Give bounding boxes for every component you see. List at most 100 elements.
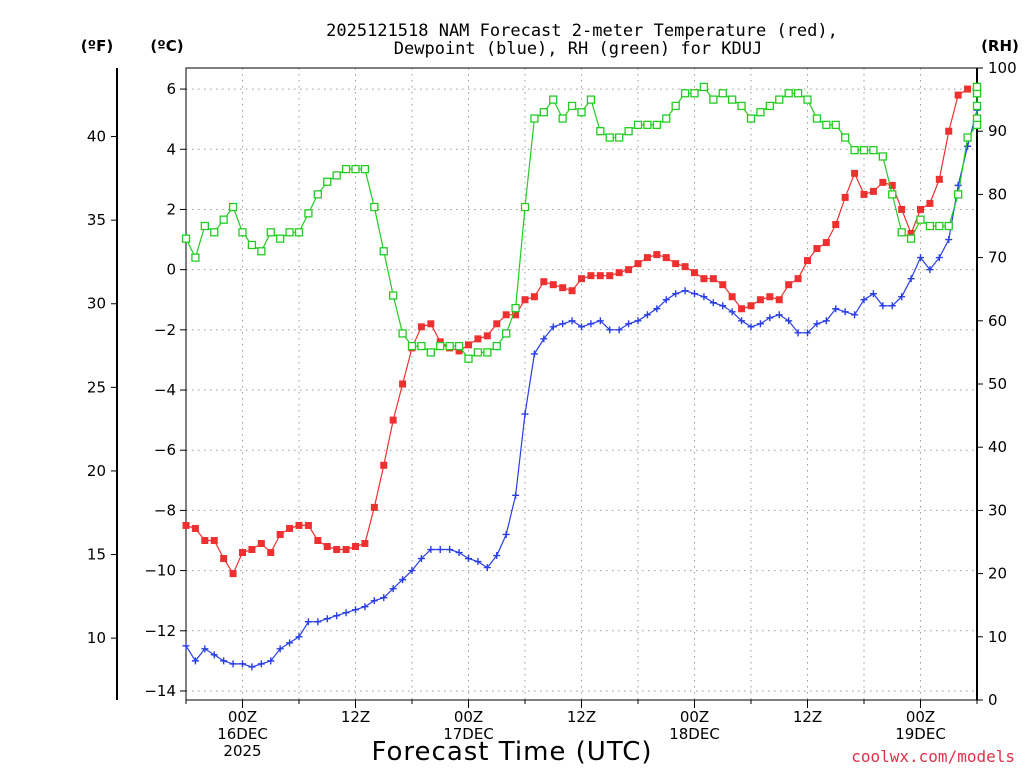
data-point xyxy=(662,254,670,262)
data-point xyxy=(342,609,350,617)
data-point xyxy=(286,639,294,647)
data-point xyxy=(333,612,341,620)
data-point xyxy=(822,317,830,325)
data-point xyxy=(897,228,906,237)
data-point xyxy=(578,323,585,331)
data-point xyxy=(530,293,538,301)
data-point xyxy=(784,89,793,98)
x-tick-label: 12Z xyxy=(793,708,822,726)
data-point xyxy=(559,284,567,292)
data-point xyxy=(313,190,322,199)
data-point xyxy=(681,287,689,295)
data-point xyxy=(935,254,943,262)
data-point xyxy=(945,127,953,135)
data-point xyxy=(210,651,218,659)
celsius-tick-label: −8 xyxy=(154,501,176,519)
data-series xyxy=(181,82,982,671)
data-point xyxy=(266,228,275,237)
data-point xyxy=(181,234,191,243)
celsius-tick-label: 4 xyxy=(166,140,176,158)
data-point xyxy=(672,260,680,268)
data-point xyxy=(521,410,529,418)
plot-frame xyxy=(185,67,978,701)
data-point xyxy=(483,348,492,357)
series-rh xyxy=(181,82,982,363)
rh-unit-label: (RH) xyxy=(981,37,1019,55)
data-point xyxy=(926,266,934,274)
data-point xyxy=(794,329,802,337)
data-point xyxy=(615,326,623,334)
rh-tick-label: 40 xyxy=(988,438,1007,456)
data-point xyxy=(539,108,548,117)
data-point xyxy=(586,95,596,104)
data-point xyxy=(191,657,199,665)
data-point xyxy=(700,275,708,283)
data-point xyxy=(483,564,491,572)
data-point xyxy=(332,171,341,180)
data-point xyxy=(643,120,652,130)
x-tick-label: 00Z xyxy=(906,708,935,726)
data-point xyxy=(455,347,463,355)
data-point xyxy=(549,281,557,289)
data-point xyxy=(530,114,539,123)
data-point xyxy=(399,576,407,584)
data-point xyxy=(906,234,916,243)
data-point xyxy=(879,302,887,310)
data-point xyxy=(643,254,651,262)
data-point xyxy=(728,95,737,104)
data-point xyxy=(182,642,190,650)
data-point xyxy=(643,311,651,319)
data-point xyxy=(719,302,727,310)
celsius-tick-label: 6 xyxy=(166,80,176,98)
data-point xyxy=(803,95,812,104)
data-point xyxy=(926,199,934,207)
data-point xyxy=(304,521,312,529)
data-point xyxy=(831,120,840,130)
data-point xyxy=(606,326,614,334)
data-point xyxy=(812,114,822,123)
data-point xyxy=(925,221,935,231)
data-point xyxy=(389,291,398,300)
data-point xyxy=(295,521,303,529)
data-point xyxy=(427,320,435,328)
rh-tick-label: 10 xyxy=(988,628,1007,646)
data-point xyxy=(681,263,689,271)
data-point xyxy=(191,524,199,532)
data-point xyxy=(333,546,341,554)
data-point xyxy=(888,181,896,189)
fahrenheit-tick-label: 40 xyxy=(87,128,106,146)
data-point xyxy=(511,304,520,313)
data-point xyxy=(671,101,680,111)
x-tick-label: 19DEC xyxy=(895,725,946,743)
data-point xyxy=(540,278,548,286)
x-tick-label: 17DEC xyxy=(443,725,494,743)
data-point xyxy=(417,555,425,563)
data-point xyxy=(756,108,765,117)
data-point xyxy=(775,311,783,319)
data-point xyxy=(766,293,774,301)
data-point xyxy=(596,317,604,325)
data-point xyxy=(690,89,699,98)
data-point xyxy=(728,308,736,316)
x-tick-label: 12Z xyxy=(567,708,596,726)
data-point xyxy=(756,296,764,304)
data-point xyxy=(567,101,577,111)
data-point xyxy=(473,348,483,357)
series-line xyxy=(185,88,968,575)
data-point xyxy=(596,127,605,136)
data-point xyxy=(793,89,803,98)
data-point xyxy=(972,82,982,92)
data-point xyxy=(945,236,953,244)
data-point xyxy=(662,114,671,123)
data-point xyxy=(304,209,313,218)
data-point xyxy=(738,317,746,325)
chart-title-line-1: 2025121518 NAM Forecast 2-meter Temperat… xyxy=(326,21,838,41)
data-point xyxy=(954,91,962,99)
data-point xyxy=(917,254,924,262)
data-point xyxy=(691,290,698,298)
fahrenheit-tick-label: 25 xyxy=(87,378,106,396)
data-point xyxy=(521,296,529,304)
data-point xyxy=(577,108,586,117)
data-point xyxy=(323,543,331,551)
data-point xyxy=(653,305,661,313)
